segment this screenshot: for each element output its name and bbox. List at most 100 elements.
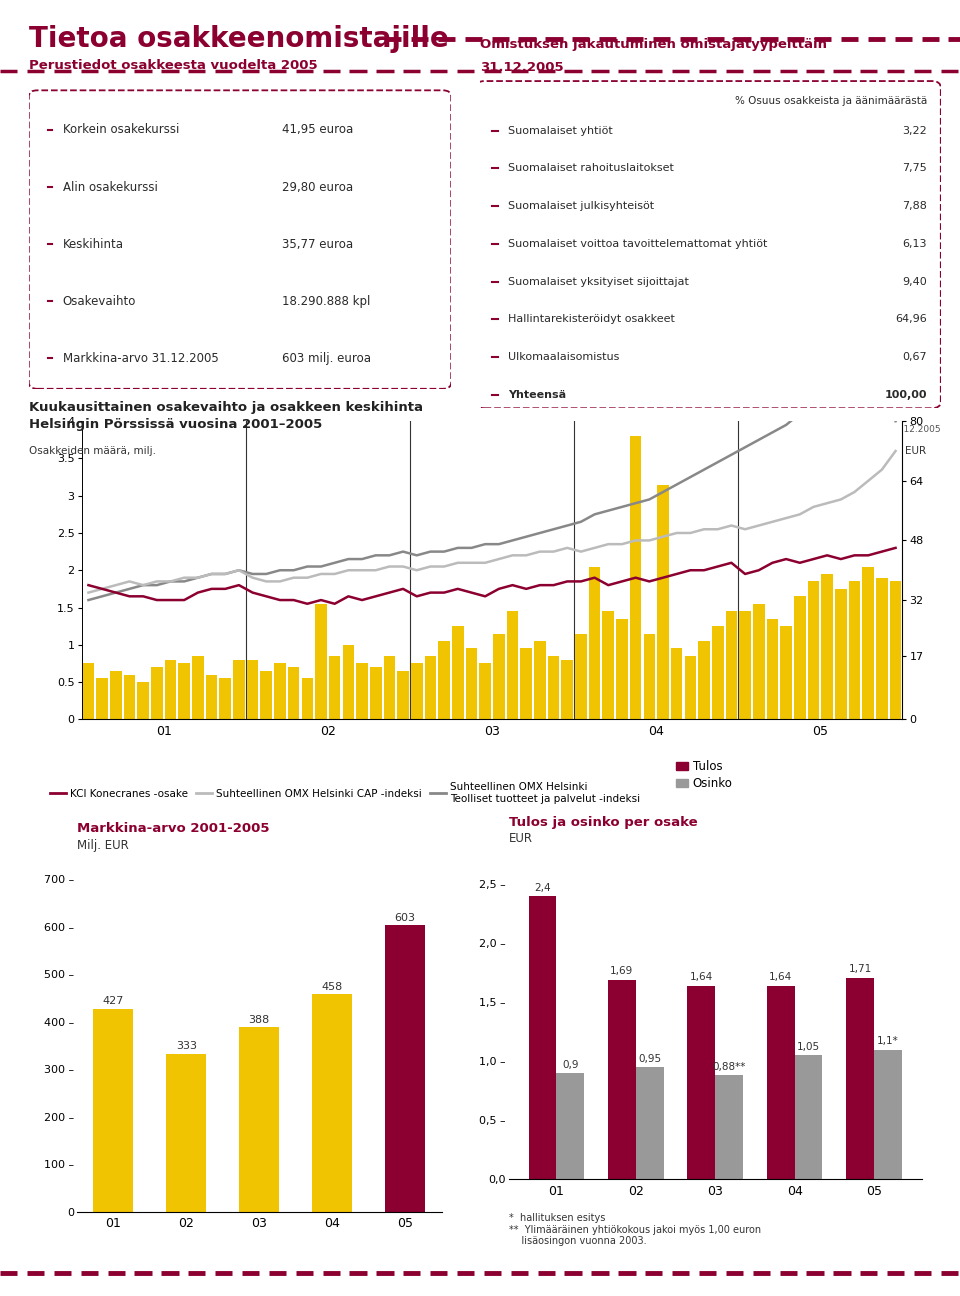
Bar	[165, 660, 177, 719]
Bar	[822, 574, 833, 719]
Bar	[520, 648, 532, 719]
Text: Yhteensä: Yhteensä	[508, 390, 565, 400]
Bar	[835, 588, 847, 719]
Text: 603: 603	[395, 912, 416, 923]
Legend: Tulos, Osinko: Tulos, Osinko	[672, 756, 737, 794]
Bar	[493, 634, 505, 719]
Bar	[562, 660, 573, 719]
Text: Lähde: Suomen arvopaperikeskus Oy 31.12.2005: Lähde: Suomen arvopaperikeskus Oy 31.12.…	[718, 425, 941, 434]
Bar	[575, 634, 587, 719]
Bar	[384, 656, 396, 719]
Text: 7,88: 7,88	[902, 201, 927, 211]
Text: Suomalaiset voittoa tavoittelemattomat yhtiöt: Suomalaiset voittoa tavoittelemattomat y…	[508, 238, 767, 249]
Bar	[93, 1008, 133, 1212]
Text: 1,05: 1,05	[797, 1042, 820, 1052]
Bar	[260, 671, 272, 719]
Bar	[312, 994, 352, 1212]
Bar	[608, 980, 636, 1179]
Text: 1,64: 1,64	[689, 972, 713, 982]
Bar	[753, 604, 764, 719]
Bar	[630, 435, 641, 719]
Bar	[616, 618, 628, 719]
Bar	[588, 566, 600, 719]
Text: 0,88**: 0,88**	[712, 1061, 746, 1072]
Bar	[301, 678, 313, 719]
Text: EUR: EUR	[509, 832, 533, 845]
Bar	[603, 612, 614, 719]
Text: Tietoa osakkeenomistajille: Tietoa osakkeenomistajille	[29, 25, 448, 53]
Text: 427: 427	[103, 997, 124, 1007]
Text: Osakevaihto: Osakevaihto	[62, 294, 136, 307]
Bar	[658, 485, 669, 719]
Bar	[715, 1076, 743, 1179]
Bar	[767, 986, 795, 1179]
Bar	[166, 1054, 206, 1212]
Text: Suomalaiset rahoituslaitokset: Suomalaiset rahoituslaitokset	[508, 163, 674, 174]
Bar	[874, 1050, 901, 1179]
Text: 64,96: 64,96	[896, 315, 927, 324]
Text: 3,22: 3,22	[902, 126, 927, 136]
Bar	[397, 671, 409, 719]
Text: 6,13: 6,13	[902, 238, 927, 249]
Bar	[794, 596, 805, 719]
Bar	[439, 642, 450, 719]
Text: 333: 333	[176, 1041, 197, 1051]
Text: Helsingin Pörssissä vuosina 2001–2005: Helsingin Pörssissä vuosina 2001–2005	[29, 417, 322, 430]
Bar	[385, 925, 425, 1212]
Text: 603 milj. euroa: 603 milj. euroa	[282, 351, 372, 365]
Text: **  Ylimääräinen yhtiökokous jakoi myös 1,00 euron
    lisäosingon vuonna 2003.: ** Ylimääräinen yhtiökokous jakoi myös 1…	[509, 1225, 761, 1247]
Bar	[846, 977, 874, 1179]
Text: 100,00: 100,00	[884, 390, 927, 400]
Text: Markkina-arvo 2001-2005: Markkina-arvo 2001-2005	[77, 822, 270, 835]
Bar	[288, 667, 300, 719]
Text: EUR: EUR	[905, 446, 926, 456]
Text: 1,71: 1,71	[849, 964, 872, 975]
Bar	[712, 626, 724, 719]
Text: 31.12.2005: 31.12.2005	[480, 61, 564, 74]
Text: 1,69: 1,69	[611, 967, 634, 976]
Bar	[233, 660, 245, 719]
Bar	[329, 656, 341, 719]
Bar	[83, 664, 94, 719]
Text: 29,80 euroa: 29,80 euroa	[282, 180, 353, 193]
Text: 1,64: 1,64	[769, 972, 792, 982]
Text: Alin osakekurssi: Alin osakekurssi	[62, 180, 157, 193]
Bar	[356, 664, 368, 719]
Text: Kuukausittainen osakevaihto ja osakkeen keskihinta: Kuukausittainen osakevaihto ja osakkeen …	[29, 400, 422, 413]
Bar	[452, 626, 464, 719]
Bar	[557, 1073, 585, 1179]
Bar	[636, 1067, 663, 1179]
Text: 458: 458	[322, 982, 343, 991]
Bar	[534, 642, 545, 719]
Text: Milj. EUR: Milj. EUR	[77, 839, 129, 851]
Text: 7,75: 7,75	[902, 163, 927, 174]
Bar	[220, 678, 231, 719]
Text: Suomalaiset julkisyhteisöt: Suomalaiset julkisyhteisöt	[508, 201, 654, 211]
Text: Omistuksen jakautuminen omistajatyypeittäin: Omistuksen jakautuminen omistajatyypeitt…	[480, 39, 827, 52]
Bar	[890, 582, 901, 719]
Text: Osakkeiden määrä, milj.: Osakkeiden määrä, milj.	[29, 446, 156, 456]
Bar	[124, 674, 135, 719]
Text: *  hallituksen esitys: * hallituksen esitys	[509, 1213, 605, 1223]
Text: 2,4: 2,4	[534, 883, 551, 893]
Bar	[275, 664, 286, 719]
Bar	[466, 648, 477, 719]
Text: Korkein osakekurssi: Korkein osakekurssi	[62, 123, 179, 136]
Text: Hallintarekisteröidyt osakkeet: Hallintarekisteröidyt osakkeet	[508, 315, 675, 324]
Bar	[370, 667, 381, 719]
Bar	[151, 667, 162, 719]
Bar	[110, 671, 122, 719]
Bar	[671, 648, 683, 719]
Text: Suomalaiset yhtiöt: Suomalaiset yhtiöt	[508, 126, 612, 136]
Bar	[239, 1028, 279, 1212]
Bar	[247, 660, 258, 719]
Bar	[179, 664, 190, 719]
Bar	[96, 678, 108, 719]
Bar	[726, 612, 737, 719]
Bar	[687, 986, 715, 1179]
Bar	[507, 612, 518, 719]
Text: 1,1*: 1,1*	[877, 1036, 899, 1046]
Bar	[411, 664, 422, 719]
Bar	[479, 664, 491, 719]
Bar	[862, 566, 874, 719]
